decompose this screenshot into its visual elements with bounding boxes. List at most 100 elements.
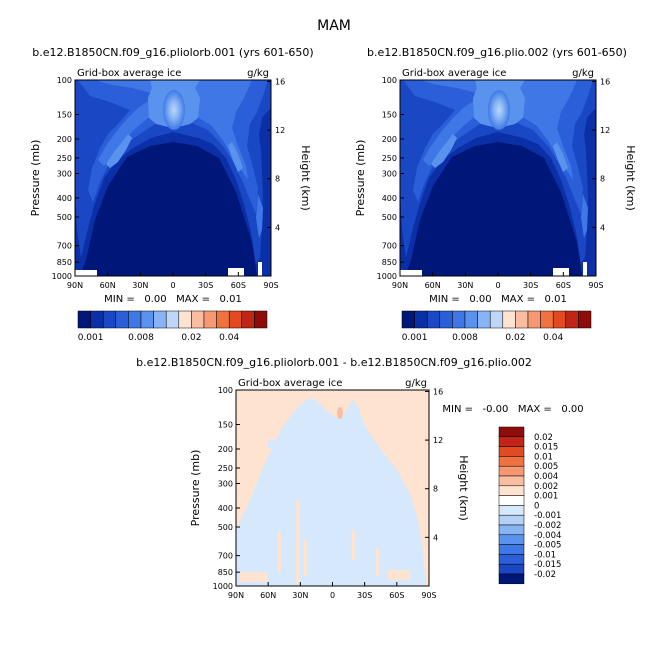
colorbar-swatch: [203, 310, 217, 329]
colorbar-swatch: [426, 310, 441, 329]
panel-b-variable: Grid-box average ice: [402, 68, 506, 79]
y-tick-label: 400: [218, 504, 233, 513]
y-tick-label: 1000: [52, 272, 72, 281]
legend-swatch: [498, 554, 525, 565]
colorbar-swatch: [153, 310, 167, 329]
legend-swatch: [498, 534, 525, 545]
panel-a-stats: MIN = 0.00 MAX = 0.01: [104, 294, 242, 305]
panel-b-field: [400, 80, 596, 276]
panel-diff-axes: 100 150 200 250 300 400 500 700 850 1000 4 8 12 16 90N…: [213, 386, 444, 600]
legend-swatch: [498, 426, 525, 438]
colorbar-label: 0.02: [505, 333, 525, 343]
colorbar-label: 0.008: [452, 333, 478, 343]
panel-a-variable: Grid-box average ice: [77, 68, 181, 79]
x-tick-label: 0: [495, 281, 500, 290]
legend-label: -0.02: [534, 570, 556, 580]
panel-a-units: g/kg: [247, 68, 269, 79]
y-tick-label: 1000: [213, 582, 233, 591]
colorbar-label: 0.001: [402, 333, 428, 343]
panel-b-ylabel: Pressure (mb): [354, 140, 367, 217]
y-tick-label: 500: [218, 523, 233, 532]
colorbar-label: 0.001: [78, 333, 104, 343]
y-tick-label: 200: [382, 135, 397, 144]
legend-label: 0.002: [534, 482, 558, 492]
panel-diff-field: [236, 390, 429, 586]
y-tick-label: 850: [382, 258, 397, 267]
panel-b-axes: 100 150 200 250 300 400 500 700 850 1000 4 8 12 16 90N…: [377, 76, 611, 290]
colorbar-label: 0.02: [181, 333, 201, 343]
x-tick-label: 30N: [292, 591, 308, 600]
y-tick-label: 300: [218, 480, 233, 489]
legend-swatch: [498, 495, 525, 506]
colorbar-swatch: [128, 310, 142, 329]
panel-diff-title: b.e12.B1850CN.f09_g16.pliolorb.001 - b.e…: [136, 356, 532, 369]
legend-swatch: [498, 465, 525, 477]
legend-label: 0.01: [534, 452, 553, 462]
panel-b-colorbar: 0.001 0.008 0.02 0.04: [402, 310, 592, 343]
y-right-tick-label: 8: [600, 175, 605, 184]
y-right-tick-label: 4: [433, 533, 438, 542]
y-right-tick-label: 8: [275, 175, 280, 184]
legend-swatch: [498, 436, 525, 447]
legend-label: -0.015: [534, 560, 561, 570]
x-tick-label: 30N: [457, 281, 473, 290]
y-tick-label: 400: [382, 194, 397, 203]
y-tick-label: 850: [57, 258, 72, 267]
y-tick-label: 200: [218, 445, 233, 454]
colorbar-swatch: [452, 310, 466, 329]
x-tick-label: 90S: [263, 281, 278, 290]
panel-a-field: [75, 80, 271, 276]
y-right-tick-label: 12: [275, 126, 285, 135]
colorbar-swatch: [77, 310, 91, 329]
y-tick-label: 250: [57, 154, 72, 163]
panel-diff-units: g/kg: [405, 378, 427, 389]
y-tick-label: 250: [218, 464, 233, 473]
legend-swatch: [498, 475, 525, 487]
y-tick-label: 500: [57, 213, 72, 222]
x-tick-label: 30S: [198, 281, 213, 290]
legend-label: 0.005: [534, 462, 558, 472]
colorbar-swatch: [178, 310, 192, 329]
colorbar-swatch: [115, 310, 129, 329]
legend-swatch: [498, 505, 525, 516]
legend-label: -0.001: [534, 511, 561, 521]
x-tick-label: 30N: [132, 281, 148, 290]
legend-swatch: [498, 446, 525, 457]
legend-label: -0.01: [534, 550, 556, 560]
x-tick-label: 60S: [231, 281, 246, 290]
colorbar-swatch: [191, 310, 205, 329]
panel-b-units: g/kg: [572, 68, 594, 79]
y-tick-label: 100: [218, 386, 233, 395]
panel-diff-legend: 0.020.0150.010.0050.0040.0020.0010-0.001…: [498, 426, 561, 585]
colorbar-swatch: [477, 310, 491, 329]
x-tick-label: 0: [330, 591, 335, 600]
y-right-tick-label: 16: [600, 77, 610, 86]
y-tick-label: 400: [57, 194, 72, 203]
legend-swatch: [498, 524, 525, 536]
colorbar-swatch: [565, 310, 579, 329]
legend-swatch: [498, 573, 525, 585]
colorbar-swatch: [414, 310, 428, 329]
panel-diff-stats: MIN = -0.00 MAX = 0.00: [442, 404, 583, 415]
colorbar-swatch: [540, 310, 554, 329]
x-tick-label: 60S: [556, 281, 571, 290]
x-tick-label: 90N: [228, 591, 244, 600]
colorbar-swatch: [102, 310, 117, 329]
colorbar-swatch: [515, 310, 529, 329]
y-tick-label: 100: [382, 76, 397, 85]
x-tick-label: 30S: [523, 281, 538, 290]
colorbar-swatch: [552, 310, 567, 329]
y-right-tick-label: 12: [433, 436, 443, 445]
x-tick-label: 90S: [588, 281, 603, 290]
y-tick-label: 300: [57, 170, 72, 179]
y-right-tick-label: 4: [600, 223, 605, 232]
panel-b-ylabel-right: Height (km): [624, 145, 637, 211]
y-right-tick-label: 12: [600, 126, 610, 135]
y-right-tick-label: 8: [433, 485, 438, 494]
colorbar-label: 0.04: [543, 333, 563, 343]
panel-b: b.e12.B1850CN.f09_g16.plio.002 (yrs 601-…: [354, 46, 637, 343]
colorbar-swatch: [464, 310, 478, 329]
panel-b-stats: MIN = 0.00 MAX = 0.01: [429, 294, 567, 305]
panel-a-ylabel-right: Height (km): [299, 145, 312, 211]
